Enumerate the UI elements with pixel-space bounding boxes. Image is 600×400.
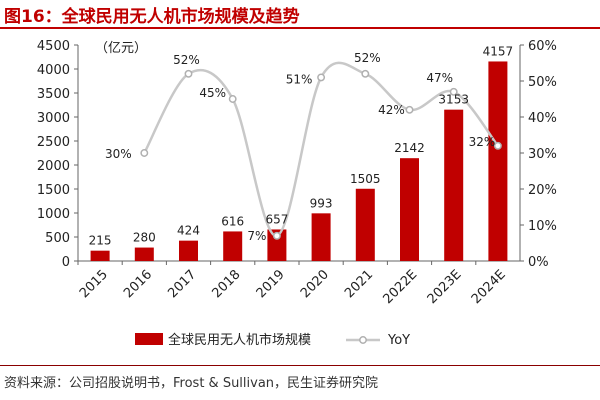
bar (179, 240, 198, 261)
y-tick-label-right: 20% (528, 183, 557, 198)
y-axis-unit-label: （亿元） (95, 41, 147, 56)
yoy-point (449, 87, 458, 96)
y-tick-label-left: 4500 (37, 39, 70, 54)
bar-value-label: 4157 (483, 44, 514, 58)
yoy-line-series (140, 61, 502, 240)
x-tick-label: 2019 (254, 267, 288, 301)
yoy-value-label: 52% (354, 51, 381, 65)
bar (444, 109, 464, 261)
yoy-point (140, 149, 149, 157)
legend-line-label: YoY (387, 333, 410, 348)
data-labels: 215 280 424 616 657 993 1505 2142 3153 4157 30% 52%… (89, 44, 514, 247)
bar-value-label: 215 (89, 234, 112, 248)
y-tick-label-right: 60% (528, 39, 557, 54)
y-tick-label-left: 3000 (37, 111, 70, 126)
bar-value-label: 3153 (438, 93, 469, 107)
bar-value-label: 616 (221, 214, 244, 228)
y-tick-label-left: 500 (45, 231, 70, 246)
y-tick-label-right: 30% (528, 147, 557, 162)
yoy-point (317, 73, 326, 82)
bar-value-label: 280 (133, 231, 156, 245)
market-size-chart: 0 500 1000 1500 2000 2500 3000 3500 4000 4500 0% 10… (37, 39, 557, 348)
yoy-value-label: 45% (199, 86, 226, 100)
bar-value-label: 657 (265, 212, 288, 226)
bar (223, 231, 243, 261)
legend-bar-swatch (135, 333, 163, 345)
yoy-value-label: 52% (173, 53, 200, 67)
yoy-point (493, 141, 502, 150)
legend-bar-label: 全球民用无人机市场规模 (168, 332, 311, 348)
y-tick-label-left: 1500 (37, 183, 70, 198)
yoy-point (361, 69, 370, 78)
bar (267, 229, 287, 261)
y-tick-label-left: 2500 (37, 135, 70, 150)
yoy-value-label: 47% (426, 71, 453, 85)
source-note: 资料来源：公司招股说明书，Frost & Sullivan，民生证券研究院 (4, 376, 379, 391)
bar (134, 247, 154, 261)
legend-line-marker (359, 336, 367, 344)
x-tick-label: 2021 (342, 267, 376, 301)
bar-series (90, 61, 508, 261)
bar-value-label: 1505 (350, 172, 381, 186)
x-tick-label: 2022E (381, 267, 421, 307)
x-tick-label: 2016 (121, 267, 155, 301)
figure-header: 图16：全球民用无人机市场规模及趋势 (0, 0, 600, 29)
yoy-value-label: 42% (378, 103, 405, 117)
yoy-point (272, 231, 281, 240)
x-tick-label: 2017 (165, 267, 199, 301)
y-tick-label-right: 10% (528, 219, 557, 234)
legend: 全球民用无人机市场规模 YoY (135, 332, 410, 348)
yoy-point (184, 69, 193, 78)
bar (488, 61, 508, 261)
x-tick-label: 2015 (77, 267, 111, 301)
x-tick-label: 2020 (298, 267, 332, 301)
y-tick-label-left: 4000 (37, 63, 70, 78)
yoy-line-path (143, 61, 499, 238)
bar (90, 250, 110, 261)
yoy-value-label: 7% (247, 229, 266, 243)
bar-value-label: 2142 (394, 141, 425, 155)
yoy-value-label: 32% (469, 135, 496, 149)
figure-title: 图16：全球民用无人机市场规模及趋势 (4, 7, 300, 27)
yoy-point (405, 105, 414, 114)
y-tick-label-right: 40% (528, 111, 557, 126)
y-tick-label-left: 0 (62, 255, 70, 270)
source-rule (0, 365, 600, 366)
yoy-value-label: 51% (286, 72, 313, 86)
bar (311, 213, 331, 261)
yoy-value-label: 30% (105, 147, 132, 161)
y-tick-label-right: 0% (528, 255, 549, 270)
y-tick-label-left: 3500 (37, 87, 70, 102)
bar-value-label: 424 (177, 224, 200, 238)
title-rule (0, 27, 600, 29)
x-tick-label: 2024E (469, 267, 509, 307)
y-tick-label-left: 1000 (37, 207, 70, 222)
x-tick-label: 2023E (425, 267, 465, 307)
y-tick-label-left: 2000 (37, 159, 70, 174)
bar (400, 158, 419, 261)
bar-value-label: 993 (310, 196, 333, 210)
yoy-point (228, 95, 237, 103)
y-tick-label-right: 50% (528, 75, 557, 90)
x-tick-label: 2018 (210, 267, 244, 301)
bar (355, 188, 375, 261)
